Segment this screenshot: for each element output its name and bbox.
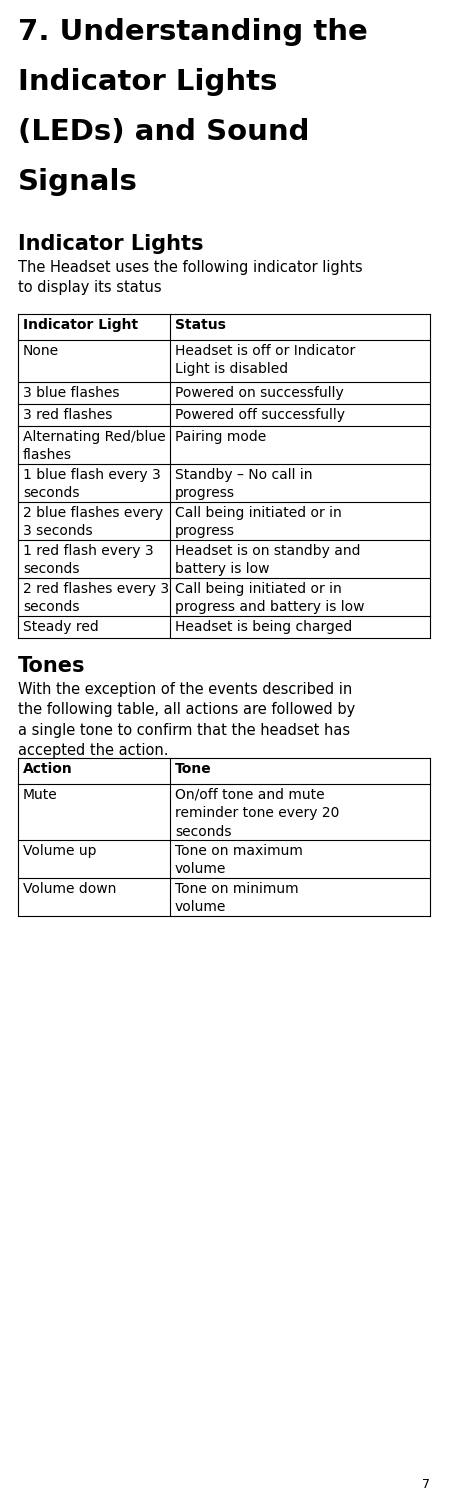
Text: Powered on successfully: Powered on successfully [175, 386, 344, 400]
Text: 3 blue flashes: 3 blue flashes [23, 386, 119, 400]
Text: Headset is being charged: Headset is being charged [175, 621, 352, 634]
Text: Headset is off or Indicator
Light is disabled: Headset is off or Indicator Light is dis… [175, 344, 355, 376]
Text: Signals: Signals [18, 168, 138, 195]
Text: 1 blue flash every 3
seconds: 1 blue flash every 3 seconds [23, 467, 161, 500]
Text: Volume down: Volume down [23, 882, 116, 896]
Text: Powered off successfully: Powered off successfully [175, 407, 345, 422]
Text: Call being initiated or in
progress: Call being initiated or in progress [175, 507, 342, 538]
Text: Volume up: Volume up [23, 845, 97, 858]
Text: Status: Status [175, 319, 226, 332]
Text: Indicator Lights: Indicator Lights [18, 68, 277, 96]
Text: Indicator Lights: Indicator Lights [18, 234, 203, 254]
Text: 3 red flashes: 3 red flashes [23, 407, 112, 422]
Text: 2 blue flashes every
3 seconds: 2 blue flashes every 3 seconds [23, 507, 163, 538]
Text: Alternating Red/blue
flashes: Alternating Red/blue flashes [23, 430, 166, 463]
Text: Pairing mode: Pairing mode [175, 430, 266, 443]
Text: Standby – No call in
progress: Standby – No call in progress [175, 467, 313, 500]
Text: Tone on maximum
volume: Tone on maximum volume [175, 845, 303, 876]
Text: Action: Action [23, 762, 73, 776]
Text: Mute: Mute [23, 788, 58, 803]
Text: The Headset uses the following indicator lights
to display its status: The Headset uses the following indicator… [18, 260, 363, 296]
Text: Headset is on standby and
battery is low: Headset is on standby and battery is low [175, 544, 361, 576]
Text: Indicator Light: Indicator Light [23, 319, 138, 332]
Text: Steady red: Steady red [23, 621, 99, 634]
Text: Tone: Tone [175, 762, 212, 776]
Text: 1 red flash every 3
seconds: 1 red flash every 3 seconds [23, 544, 154, 576]
Text: None: None [23, 344, 59, 358]
Text: Tone on minimum
volume: Tone on minimum volume [175, 882, 299, 914]
Text: 7. Understanding the: 7. Understanding the [18, 18, 368, 47]
Text: Call being initiated or in
progress and battery is low: Call being initiated or in progress and … [175, 582, 365, 615]
Text: (LEDs) and Sound: (LEDs) and Sound [18, 119, 309, 146]
Text: With the exception of the events described in
the following table, all actions a: With the exception of the events describ… [18, 682, 355, 758]
Text: Tones: Tones [18, 655, 85, 676]
Text: 7: 7 [422, 1477, 430, 1491]
Text: On/off tone and mute
reminder tone every 20
seconds: On/off tone and mute reminder tone every… [175, 788, 339, 839]
Text: 2 red flashes every 3
seconds: 2 red flashes every 3 seconds [23, 582, 169, 615]
